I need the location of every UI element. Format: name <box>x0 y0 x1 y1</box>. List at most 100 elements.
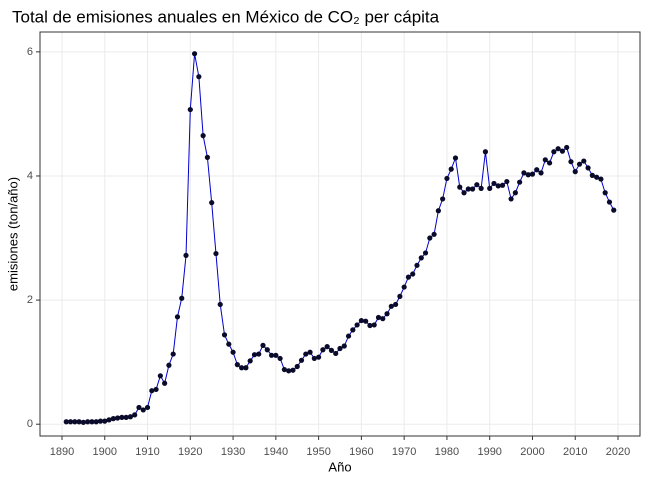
point <box>63 419 69 425</box>
point <box>363 318 369 324</box>
point <box>397 293 403 299</box>
x-tick-label: 2000 <box>520 446 544 458</box>
point <box>200 133 206 139</box>
point <box>153 386 159 393</box>
point <box>93 419 99 425</box>
point <box>157 373 163 379</box>
y-tick-label: 4 <box>27 170 33 182</box>
point <box>350 327 356 333</box>
point <box>611 207 617 213</box>
point <box>230 349 236 355</box>
point <box>482 149 489 155</box>
point <box>144 404 151 411</box>
point <box>375 314 382 321</box>
y-tick-label: 6 <box>27 46 33 58</box>
point <box>328 347 335 353</box>
x-tick-label: 1970 <box>392 446 416 458</box>
point <box>286 368 292 374</box>
point <box>132 412 138 418</box>
point <box>273 352 279 358</box>
x-axis-title: Año <box>328 459 351 474</box>
point <box>140 407 146 413</box>
x-tick-label: 1920 <box>178 446 202 458</box>
panel-border <box>39 31 641 437</box>
point <box>401 284 407 290</box>
point <box>521 170 527 176</box>
x-tick-label: 1910 <box>135 446 159 458</box>
point <box>440 196 446 202</box>
point <box>538 170 544 176</box>
point <box>559 148 566 154</box>
point <box>422 250 429 256</box>
point <box>217 301 223 308</box>
point <box>431 231 437 237</box>
point <box>358 317 364 324</box>
point <box>136 404 142 411</box>
point <box>594 174 600 180</box>
point <box>76 419 82 425</box>
y-tick-label: 0 <box>27 418 33 430</box>
point <box>380 316 386 322</box>
point <box>97 418 104 424</box>
point <box>388 303 394 309</box>
point <box>162 380 168 386</box>
x-tick-label: 1950 <box>306 446 330 458</box>
point <box>226 341 232 347</box>
x-tick-label: 1940 <box>264 446 288 458</box>
point <box>213 250 219 257</box>
point <box>542 157 548 163</box>
x-tick-label: 2010 <box>563 446 587 458</box>
point <box>393 301 399 308</box>
point <box>572 169 578 175</box>
point <box>243 365 249 371</box>
point <box>487 185 493 191</box>
point <box>67 419 74 425</box>
point <box>495 183 501 189</box>
point <box>581 158 587 164</box>
point <box>303 351 309 357</box>
point <box>174 314 181 320</box>
point <box>546 160 553 166</box>
point <box>337 345 343 352</box>
point <box>448 166 454 172</box>
point <box>324 344 330 350</box>
point <box>517 179 523 185</box>
point <box>166 362 172 368</box>
point <box>281 366 287 373</box>
point <box>598 176 604 182</box>
point <box>555 146 561 152</box>
point <box>127 414 134 420</box>
point <box>461 190 467 196</box>
point <box>260 342 266 348</box>
point <box>457 184 463 190</box>
point <box>499 182 506 188</box>
point <box>508 196 514 202</box>
x-tick-label: 1890 <box>50 446 74 458</box>
point <box>123 414 129 420</box>
point <box>418 255 424 261</box>
point <box>264 347 270 353</box>
point <box>277 355 283 362</box>
point <box>602 190 608 196</box>
point <box>209 200 215 206</box>
x-tick-label: 1960 <box>349 446 373 458</box>
point <box>183 252 189 259</box>
point <box>196 74 202 80</box>
x-tick-label: 2020 <box>606 446 630 458</box>
point <box>564 144 570 151</box>
point <box>298 357 305 363</box>
point <box>354 322 360 328</box>
point <box>606 199 613 205</box>
x-tick-label: 1930 <box>221 446 245 458</box>
point <box>149 388 155 394</box>
x-tick-label: 1900 <box>93 446 117 458</box>
point <box>367 322 373 329</box>
point <box>384 311 390 317</box>
point <box>341 343 347 349</box>
point <box>290 367 296 373</box>
point <box>405 274 412 280</box>
chart-title: Total de emisiones anuales en México de … <box>12 7 440 26</box>
point <box>311 355 317 362</box>
